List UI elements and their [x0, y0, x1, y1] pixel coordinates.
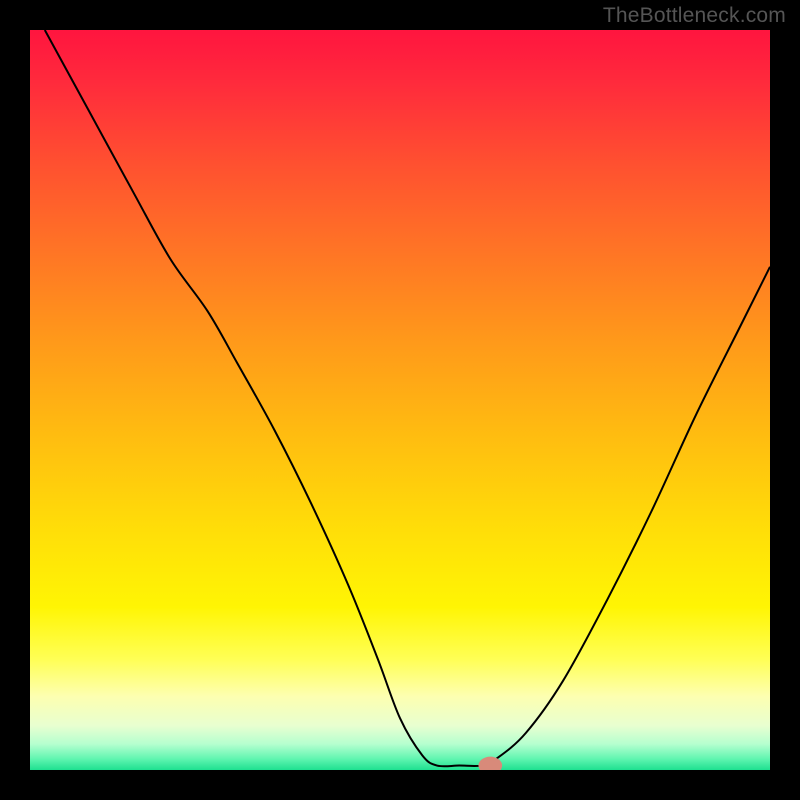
- bottleneck-chart: [30, 30, 770, 770]
- chart-background: [30, 30, 770, 770]
- watermark-text: TheBottleneck.com: [603, 4, 786, 28]
- chart-svg: [30, 30, 770, 770]
